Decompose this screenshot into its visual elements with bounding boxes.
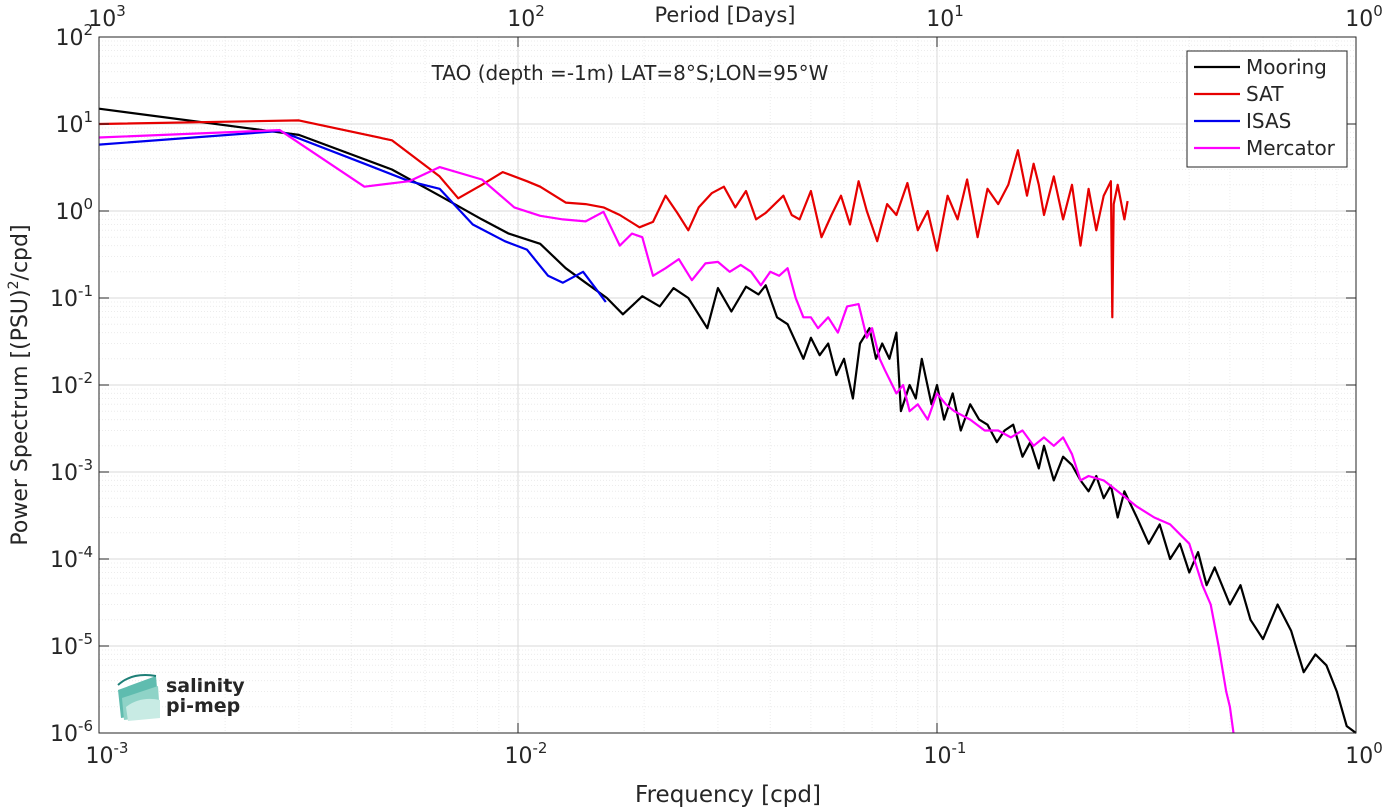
logo-line-1: salinity bbox=[166, 675, 245, 697]
y-tick-label: 10-1 bbox=[50, 282, 93, 312]
grid bbox=[98, 36, 1357, 734]
series-line-isas bbox=[98, 129, 607, 303]
top-tick-label: 101 bbox=[926, 2, 964, 32]
x-tick-label: 100 bbox=[1345, 739, 1383, 769]
series-line-mooring bbox=[98, 107, 1357, 734]
legend-label-mercator: Mercator bbox=[1246, 136, 1336, 160]
y-axis-label-main: Power Spectrum [(PSU) bbox=[8, 289, 33, 545]
top-tick-label: 100 bbox=[1345, 2, 1383, 32]
legend: Mooring SAT ISAS Mercator bbox=[1186, 50, 1348, 168]
y-tick-label: 10-6 bbox=[50, 717, 93, 747]
y-axis-label: Power Spectrum [(PSU)2/cpd] bbox=[6, 224, 33, 545]
y-axis-label-sup: 2 bbox=[6, 280, 22, 289]
chart-title: TAO (depth =-1m) LAT=8°S;LON=95°W bbox=[431, 61, 829, 85]
x-axis-label: Frequency [cpd] bbox=[635, 782, 821, 808]
top-tick-label: 102 bbox=[507, 2, 545, 32]
y-tick-label: 100 bbox=[55, 195, 93, 225]
y-axis-label-tail: /cpd] bbox=[8, 224, 33, 280]
top-tick-label: 103 bbox=[88, 2, 126, 32]
y-tick-label: 10-3 bbox=[50, 456, 93, 486]
y-tick-label: 10-5 bbox=[50, 630, 93, 660]
x-tick-label: 10-3 bbox=[86, 739, 129, 769]
top-axis-label: Period [Days] bbox=[655, 3, 796, 27]
x-tick-label: 10-2 bbox=[505, 739, 548, 769]
x-tick-label: 10-1 bbox=[924, 739, 967, 769]
series-line-mercator bbox=[98, 129, 1235, 734]
legend-label-sat: SAT bbox=[1246, 82, 1284, 106]
series-line-sat bbox=[98, 119, 1129, 319]
y-tick-label: 10-2 bbox=[50, 369, 93, 399]
y-tick-label: 102 bbox=[55, 21, 93, 51]
logo-waves-icon bbox=[117, 674, 160, 721]
legend-label-mooring: Mooring bbox=[1246, 55, 1327, 79]
y-tick-label: 101 bbox=[55, 108, 93, 138]
y-tick-label: 10-4 bbox=[50, 543, 93, 573]
series-layer bbox=[98, 107, 1357, 734]
salinity-pi-mep-logo: salinity pi-mep bbox=[117, 674, 245, 721]
legend-label-isas: ISAS bbox=[1246, 109, 1291, 133]
logo-line-2: pi-mep bbox=[166, 695, 240, 717]
